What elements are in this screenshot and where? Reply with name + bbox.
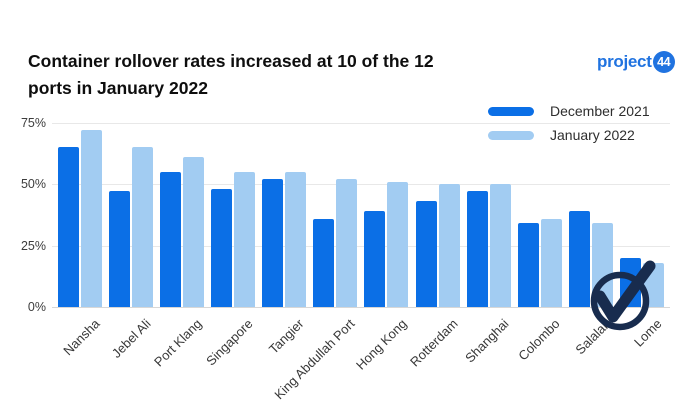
y-tick-label-0: 0% (27, 300, 46, 314)
gridline-75 (52, 122, 670, 124)
y-tick-label-50: 50% (20, 177, 46, 192)
bar-december-2021 (517, 223, 539, 307)
bar-december-2021 (160, 171, 182, 307)
legend-label-january-2022: January 2022 (550, 127, 635, 143)
gridline-25 (52, 245, 670, 247)
x-tick-label-jebel-ali: Jebel Ali (108, 316, 154, 361)
y-tick-label-75: 75% (20, 115, 46, 130)
legend-item-december-2021: December 2021 (488, 99, 650, 123)
legend-item-january-2022: January 2022 (488, 123, 650, 147)
legend-swatch-december-2021 (488, 106, 534, 116)
bar-december-2021 (109, 191, 131, 307)
bar-january-2022 (438, 184, 460, 307)
x-tick-label-rotterdam: Rotterdam (406, 316, 461, 370)
bars-row (52, 99, 670, 307)
project44-logo-badge: 44 (652, 51, 675, 73)
bar-group-tangier (262, 171, 307, 307)
bar-group-nansha (58, 129, 102, 307)
chart-title-line2: ports in January 2022 (28, 78, 208, 99)
x-tick-label-singapore: Singapore (203, 316, 256, 369)
bar-group-colombo (517, 218, 562, 307)
bar-january-2022 (336, 179, 358, 307)
legend-swatch-january-2022 (488, 130, 534, 140)
y-tick-label-25: 25% (20, 238, 46, 253)
x-tick-label-tangier: Tangier (266, 316, 307, 357)
bar-december-2021 (262, 179, 284, 307)
bar-december-2021 (415, 201, 437, 307)
x-tick-label-port-klang: Port Klang (151, 316, 205, 370)
bar-january-2022 (540, 218, 562, 307)
bar-january-2022 (489, 184, 511, 307)
bar-january-2022 (387, 181, 409, 307)
bar-group-rotterdam (415, 184, 460, 307)
project44-logo-text: project (597, 52, 652, 71)
bar-group-singapore (211, 171, 256, 307)
bar-january-2022 (285, 171, 307, 307)
chart-title: Container rollover rates increased at 10… (28, 48, 508, 102)
bar-december-2021 (466, 191, 488, 307)
checkmark-icon (590, 260, 656, 331)
x-tick-label-nansha: Nansha (60, 316, 103, 359)
bar-january-2022 (183, 157, 205, 307)
bar-group-king-abdullah-port (313, 179, 358, 307)
bar-january-2022 (132, 147, 154, 307)
bar-january-2022 (234, 171, 256, 307)
bar-december-2021 (58, 147, 79, 307)
bar-december-2021 (364, 211, 386, 307)
project44-logo: project 44 (597, 51, 675, 73)
x-tick-label-colombo: Colombo (515, 316, 563, 364)
x-axis-baseline (52, 307, 670, 308)
bar-january-2022 (81, 129, 102, 307)
gridline-50 (52, 184, 670, 186)
legend: December 2021 January 2022 (488, 99, 650, 147)
legend-label-december-2021: December 2021 (550, 103, 650, 119)
chart-title-line1: Container rollover rates increased at 10… (28, 51, 434, 71)
bar-chart-plot-area (52, 100, 670, 308)
x-tick-label-hong-kong: Hong Kong (352, 316, 410, 373)
bar-december-2021 (313, 218, 335, 307)
bar-december-2021 (568, 211, 590, 307)
bar-group-jebel-ali (109, 147, 154, 307)
bar-group-port-klang (160, 157, 205, 307)
bar-group-shanghai (466, 184, 511, 307)
bar-december-2021 (211, 188, 233, 307)
x-tick-label-shanghai: Shanghai (461, 316, 512, 366)
bar-group-hong-kong (364, 181, 409, 307)
